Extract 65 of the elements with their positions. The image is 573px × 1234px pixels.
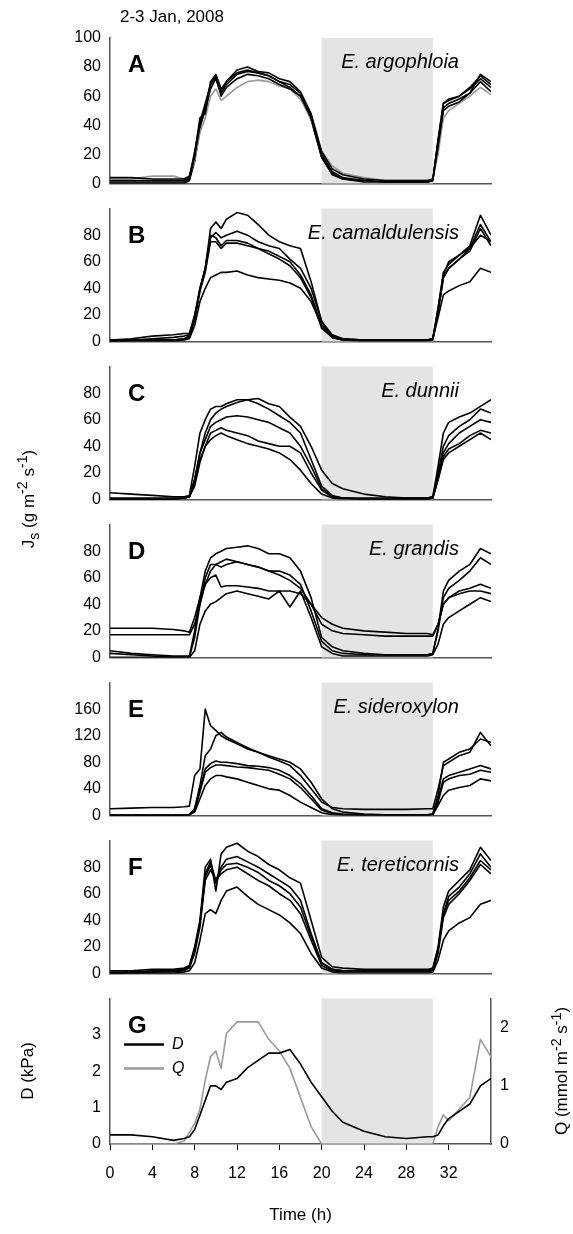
y-tick-label: 0 xyxy=(92,647,102,665)
y-tick-label: 20 xyxy=(83,463,102,481)
y-tick-label: 0 xyxy=(92,331,102,349)
legend-label: Q xyxy=(172,1059,185,1077)
annotation: E. camaldulensis xyxy=(307,220,459,243)
x-tick-label: 24 xyxy=(355,1164,373,1182)
y2-tick-label: 0 xyxy=(500,1134,509,1152)
annotation: E. dunnii xyxy=(381,378,460,401)
y-tick-label: 40 xyxy=(83,436,102,454)
x-tick-label: 32 xyxy=(439,1164,458,1182)
y-tick-label: 20 xyxy=(83,621,102,639)
y-tick-label: 160 xyxy=(74,699,102,717)
annotation: A xyxy=(128,50,146,77)
y-tick-label: 80 xyxy=(83,752,102,770)
annotation: E. sideroxylon xyxy=(333,694,459,717)
x-tick-label: 0 xyxy=(105,1164,115,1182)
y-tick-label: 0 xyxy=(92,489,102,507)
y-tick-label: 60 xyxy=(83,86,102,104)
annotation: E. grandis xyxy=(368,536,459,559)
x-tick-label: 16 xyxy=(270,1164,289,1182)
y-tick-label: 60 xyxy=(83,884,102,902)
y-tick-label: 80 xyxy=(83,225,102,243)
y-axis-title: D (kPa) xyxy=(18,1042,38,1101)
y-tick-label: 80 xyxy=(83,57,102,75)
y-tick-label: 3 xyxy=(92,1025,102,1043)
x-tick-label: 12 xyxy=(228,1164,246,1182)
annotation: F xyxy=(128,852,143,880)
y-tick-label: 80 xyxy=(83,857,102,875)
y-tick-label: 20 xyxy=(83,305,102,323)
chart-title: 2-3 Jan, 2008 xyxy=(120,7,224,26)
y2-tick-label: 1 xyxy=(500,1076,509,1094)
x-axis-title: Time (h) xyxy=(269,1205,332,1225)
y-tick-label: 120 xyxy=(74,726,102,744)
annotation: G xyxy=(128,1010,147,1038)
y-tick-label: 80 xyxy=(83,383,102,401)
y-tick-label: 60 xyxy=(83,410,102,428)
annotation: D xyxy=(128,536,146,564)
y-tick-label: 40 xyxy=(83,115,102,133)
y-tick-label: 0 xyxy=(92,805,102,823)
annotation: E xyxy=(128,694,145,722)
y-tick-label: 20 xyxy=(83,144,102,162)
y-tick-label: 0 xyxy=(92,1134,102,1152)
y-tick-label: 2 xyxy=(92,1061,102,1079)
x-tick-label: 4 xyxy=(147,1164,157,1182)
annotation: C xyxy=(128,378,146,406)
y-tick-label: 40 xyxy=(83,910,102,928)
legend-label: D xyxy=(172,1035,184,1053)
x-tick-label: 28 xyxy=(397,1164,416,1182)
x-tick-label: 8 xyxy=(190,1164,200,1182)
y-tick-label: 60 xyxy=(83,568,102,586)
y-tick-label: 40 xyxy=(83,594,102,612)
y-tick-label: 0 xyxy=(92,173,102,191)
y-tick-label: 40 xyxy=(83,779,102,797)
y-tick-label: 1 xyxy=(92,1098,102,1116)
y-tick-label: 0 xyxy=(92,963,102,981)
y-tick-label: 60 xyxy=(83,252,102,270)
annotation: E. tereticornis xyxy=(336,852,459,875)
y-tick-label: 80 xyxy=(83,541,102,559)
y2-tick-label: 2 xyxy=(500,1018,509,1036)
annotation: B xyxy=(128,220,146,248)
y-tick-label: 40 xyxy=(83,278,102,296)
y-tick-label: 20 xyxy=(83,937,102,955)
x-tick-label: 20 xyxy=(312,1164,331,1182)
annotation: E. argophloia xyxy=(341,50,459,72)
y-tick-label: 100 xyxy=(74,28,102,46)
